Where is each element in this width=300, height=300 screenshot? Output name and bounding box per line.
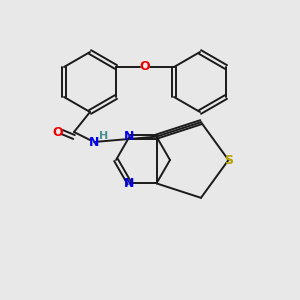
Text: O: O <box>140 61 150 74</box>
Text: O: O <box>53 125 63 139</box>
Text: H: H <box>99 131 109 141</box>
Text: N: N <box>124 130 135 143</box>
Text: N: N <box>124 177 135 190</box>
Text: S: S <box>224 154 233 166</box>
Text: N: N <box>89 136 99 148</box>
